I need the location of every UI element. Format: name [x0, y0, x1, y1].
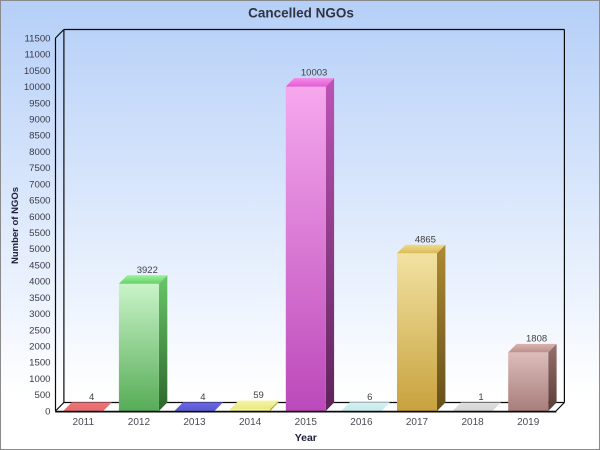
svg-text:4865: 4865 — [415, 234, 436, 245]
svg-text:8500: 8500 — [29, 131, 50, 142]
svg-text:2016: 2016 — [350, 417, 373, 428]
svg-text:2014: 2014 — [239, 417, 262, 428]
svg-text:500: 500 — [34, 390, 50, 401]
svg-text:10003: 10003 — [301, 68, 327, 79]
svg-text:Year: Year — [295, 432, 317, 444]
svg-text:9500: 9500 — [29, 98, 50, 109]
svg-text:5000: 5000 — [29, 244, 50, 255]
svg-text:2018: 2018 — [461, 417, 484, 428]
svg-text:1: 1 — [478, 392, 483, 403]
svg-text:6500: 6500 — [29, 196, 50, 207]
svg-text:3922: 3922 — [137, 265, 158, 276]
svg-text:2000: 2000 — [29, 342, 50, 353]
svg-text:1500: 1500 — [29, 358, 50, 369]
svg-text:1808: 1808 — [526, 334, 547, 345]
svg-text:10500: 10500 — [24, 66, 51, 77]
svg-text:2017: 2017 — [406, 417, 429, 428]
svg-text:Number of NGOs: Number of NGOs — [10, 187, 21, 264]
svg-text:4: 4 — [200, 392, 205, 403]
svg-text:Cancelled NGOs: Cancelled NGOs — [248, 6, 354, 21]
svg-text:7500: 7500 — [29, 163, 50, 174]
svg-text:11500: 11500 — [25, 33, 51, 44]
svg-text:9000: 9000 — [29, 115, 50, 126]
svg-text:2015: 2015 — [295, 417, 318, 428]
svg-text:6: 6 — [367, 392, 372, 403]
svg-text:10000: 10000 — [24, 82, 51, 93]
svg-text:2012: 2012 — [128, 417, 151, 428]
svg-text:2011: 2011 — [73, 417, 95, 428]
svg-text:6000: 6000 — [29, 212, 50, 223]
svg-text:2013: 2013 — [183, 417, 206, 428]
svg-text:2500: 2500 — [29, 325, 50, 336]
svg-text:5500: 5500 — [29, 228, 50, 239]
svg-text:0: 0 — [45, 406, 50, 417]
svg-text:3500: 3500 — [29, 293, 50, 304]
svg-text:4500: 4500 — [29, 260, 50, 271]
svg-text:59: 59 — [253, 390, 264, 401]
svg-text:4: 4 — [89, 392, 94, 403]
svg-text:2019: 2019 — [517, 417, 540, 428]
svg-text:4000: 4000 — [29, 277, 50, 288]
svg-text:3000: 3000 — [29, 309, 50, 320]
svg-text:7000: 7000 — [29, 179, 50, 190]
svg-text:11000: 11000 — [25, 50, 51, 61]
svg-text:1000: 1000 — [29, 374, 50, 385]
svg-text:8000: 8000 — [29, 147, 50, 158]
